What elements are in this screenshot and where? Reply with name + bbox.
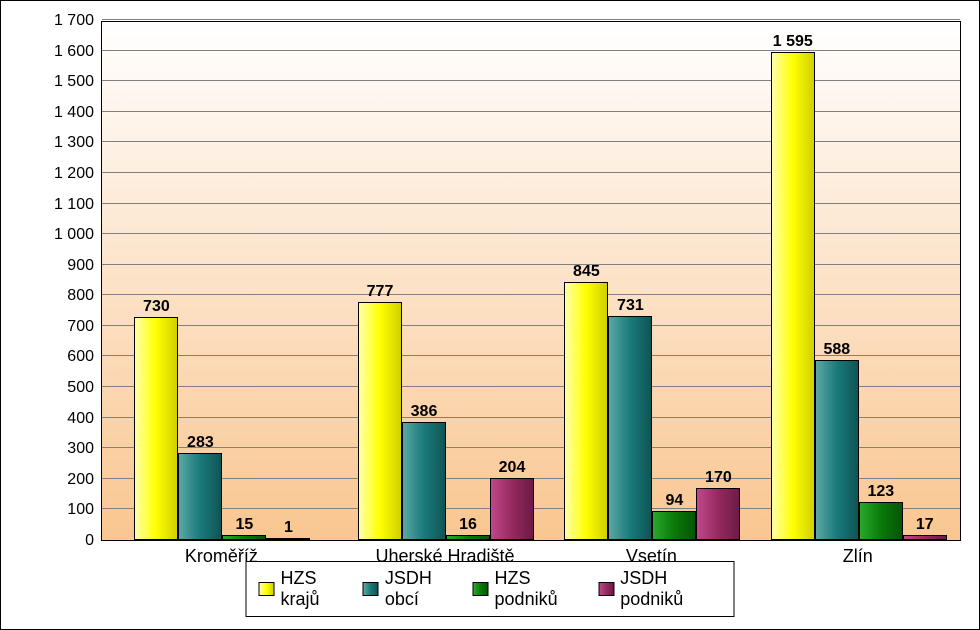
y-tick-label: 1 100 bbox=[14, 196, 94, 214]
bar-value-label: 386 bbox=[411, 403, 438, 421]
grid-line bbox=[102, 50, 960, 51]
y-tick-label: 500 bbox=[14, 379, 94, 397]
y-tick-label: 100 bbox=[14, 501, 94, 519]
plot-area: 73028315177738616204845731941701 5955881… bbox=[101, 21, 961, 541]
bar: 777 bbox=[358, 302, 402, 540]
y-tick-label: 900 bbox=[14, 257, 94, 275]
y-tick-label: 1 000 bbox=[14, 226, 94, 244]
bar-value-label: 777 bbox=[367, 283, 394, 301]
legend-item: HZS podniků bbox=[472, 568, 586, 610]
legend-item: HZS krajů bbox=[259, 568, 351, 610]
bar: 730 bbox=[134, 317, 178, 540]
bar: 1 595 bbox=[771, 52, 815, 540]
bar: 123 bbox=[859, 502, 903, 540]
y-tick-label: 1 500 bbox=[14, 73, 94, 91]
legend-swatch bbox=[472, 582, 488, 596]
legend-label: JSDH obcí bbox=[385, 568, 461, 610]
bar: 588 bbox=[815, 360, 859, 540]
legend-label: HZS podniků bbox=[495, 568, 587, 610]
y-tick-label: 600 bbox=[14, 348, 94, 366]
bar-group: 77738616204 bbox=[358, 302, 534, 540]
bar-value-label: 170 bbox=[705, 469, 732, 487]
y-tick-label: 400 bbox=[14, 410, 94, 428]
legend-item: JSDH obcí bbox=[363, 568, 461, 610]
bar: 1 bbox=[266, 538, 310, 540]
bar-value-label: 1 595 bbox=[773, 33, 813, 51]
legend-swatch bbox=[598, 582, 614, 596]
y-tick-label: 1 700 bbox=[14, 12, 94, 30]
bar-group: 730283151 bbox=[134, 317, 310, 540]
y-tick-label: 1 400 bbox=[14, 104, 94, 122]
bar-value-label: 730 bbox=[143, 298, 170, 316]
bar-value-label: 17 bbox=[916, 516, 934, 534]
bar: 16 bbox=[446, 535, 490, 540]
y-tick-label: 0 bbox=[14, 532, 94, 550]
bar-group: 1 59558812317 bbox=[771, 52, 947, 540]
bar-value-label: 94 bbox=[665, 492, 683, 510]
y-tick-label: 1 200 bbox=[14, 165, 94, 183]
legend-swatch bbox=[363, 582, 379, 596]
y-tick-label: 1 600 bbox=[14, 43, 94, 61]
bar-value-label: 204 bbox=[499, 459, 526, 477]
legend-label: JSDH podniků bbox=[620, 568, 721, 610]
x-tick-label: Zlín bbox=[843, 546, 873, 567]
bar: 170 bbox=[696, 488, 740, 540]
chart-container: 73028315177738616204845731941701 5955881… bbox=[0, 0, 980, 630]
bar: 15 bbox=[222, 535, 266, 540]
grid-line bbox=[102, 19, 960, 20]
legend: HZS krajů JSDH obcí HZS podniků JSDH podnik… bbox=[246, 561, 735, 617]
bar: 94 bbox=[652, 511, 696, 540]
legend-swatch bbox=[259, 582, 275, 596]
y-tick-label: 200 bbox=[14, 471, 94, 489]
y-tick-label: 800 bbox=[14, 287, 94, 305]
bar-value-label: 123 bbox=[867, 483, 894, 501]
bar: 386 bbox=[402, 422, 446, 540]
bar: 204 bbox=[490, 478, 534, 540]
bar-value-label: 845 bbox=[573, 263, 600, 281]
bar-value-label: 731 bbox=[617, 297, 644, 315]
bar-value-label: 15 bbox=[235, 516, 253, 534]
y-tick-label: 300 bbox=[14, 440, 94, 458]
bar: 17 bbox=[903, 535, 947, 540]
bar-value-label: 588 bbox=[823, 341, 850, 359]
bar: 283 bbox=[178, 453, 222, 540]
bar: 845 bbox=[564, 282, 608, 540]
bar-value-label: 283 bbox=[187, 434, 214, 452]
y-tick-label: 700 bbox=[14, 318, 94, 336]
bar-value-label: 16 bbox=[459, 516, 477, 534]
legend-item: JSDH podniků bbox=[598, 568, 721, 610]
legend-label: HZS krajů bbox=[281, 568, 351, 610]
bar: 731 bbox=[608, 316, 652, 540]
y-tick-label: 1 300 bbox=[14, 134, 94, 152]
bar-value-label: 1 bbox=[284, 519, 293, 537]
bar-group: 84573194170 bbox=[564, 282, 740, 540]
